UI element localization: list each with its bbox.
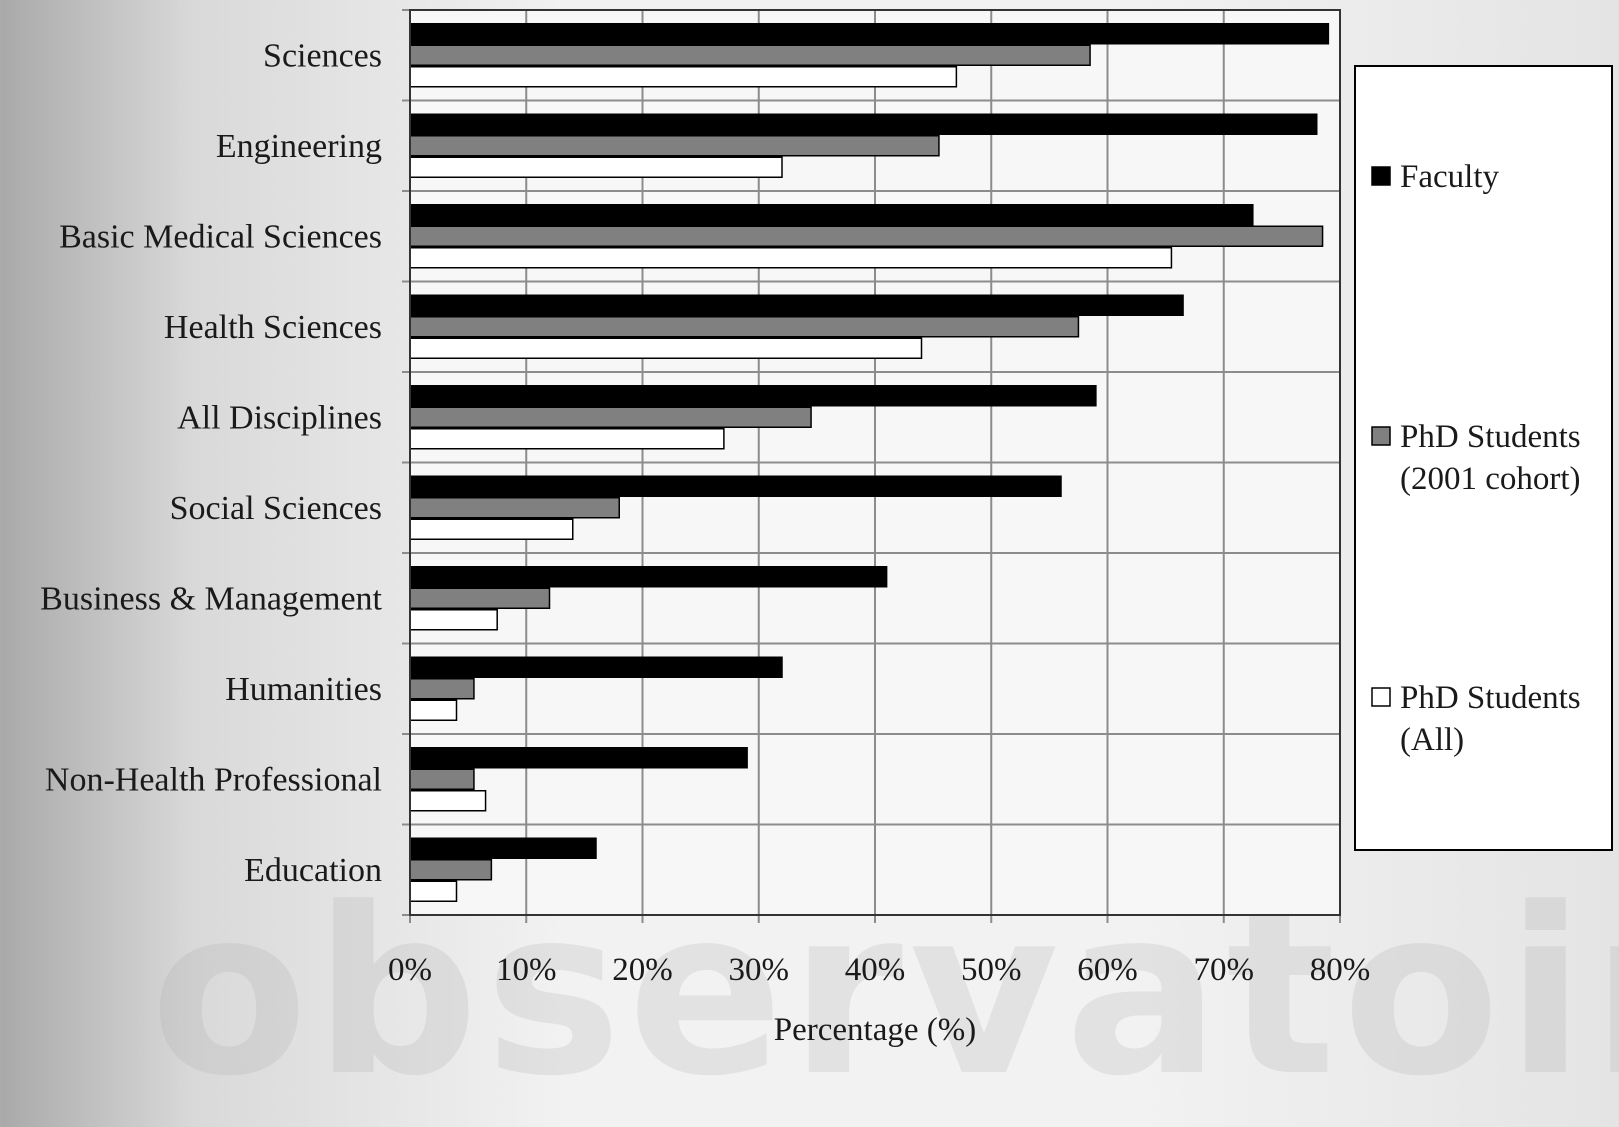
bar [409,156,783,178]
bar [409,66,958,88]
bar [409,880,458,902]
y-category-label: Non-Health Professional [45,761,382,798]
x-axis-label: Percentage (%) [774,1012,976,1048]
bar [409,23,1330,45]
bar [409,609,498,631]
legend-label: PhD Students [1400,680,1581,716]
bar [409,747,748,769]
bar [409,699,458,721]
bar [409,790,487,812]
y-category-label: Education [244,852,382,889]
y-category-label: Engineering [216,128,382,165]
x-tick-label: 40% [845,952,906,988]
y-category-label: Social Sciences [170,490,382,527]
legend-swatch [1371,166,1391,186]
bar [409,656,783,678]
x-tick-label: 20% [612,952,673,988]
bar [409,566,888,588]
bar [409,247,1173,269]
y-category-label: Business & Management [40,580,382,617]
x-tick-label: 10% [496,952,557,988]
y-category-label: All Disciplines [177,399,382,436]
bar [409,768,475,790]
bar [409,204,1254,226]
bar [409,406,812,428]
bar [409,44,1091,66]
plot-border [409,9,1341,916]
bar [409,587,551,609]
legend-box [1354,65,1613,851]
x-tick-label: 60% [1077,952,1138,988]
y-category-label: Health Sciences [164,309,382,346]
bar [409,428,725,450]
bar [409,113,1318,135]
bar-chart: 0% 10% 20% 30% 40% 50% 60% 70% 80% Sciences Engine… [40,9,1613,1048]
bar [409,316,1080,338]
y-category-label: Sciences [263,37,382,74]
bar [409,837,597,859]
y-category-label: Humanities [225,671,382,708]
bar [409,337,923,359]
legend-swatch [1371,426,1391,446]
bar [409,135,940,157]
x-tick-label: 70% [1194,952,1255,988]
bar [409,385,1097,407]
x-tick-label: 80% [1310,952,1371,988]
legend-label: PhD Students [1400,419,1581,455]
legend-label: Faculty [1400,159,1499,195]
legend-swatch [1371,687,1391,707]
y-category-label: Basic Medical Sciences [59,218,382,255]
bar [409,294,1184,316]
bar [409,225,1324,247]
legend-label: (All) [1400,722,1464,758]
bar [409,678,475,700]
legend-label: (2001 cohort) [1400,461,1581,497]
bar [409,518,574,540]
x-tick-label: 0% [388,952,432,988]
bar [409,497,620,519]
x-tick-label: 30% [729,952,790,988]
x-tick-label: 50% [961,952,1022,988]
bar [409,859,493,881]
bar [409,475,1062,497]
